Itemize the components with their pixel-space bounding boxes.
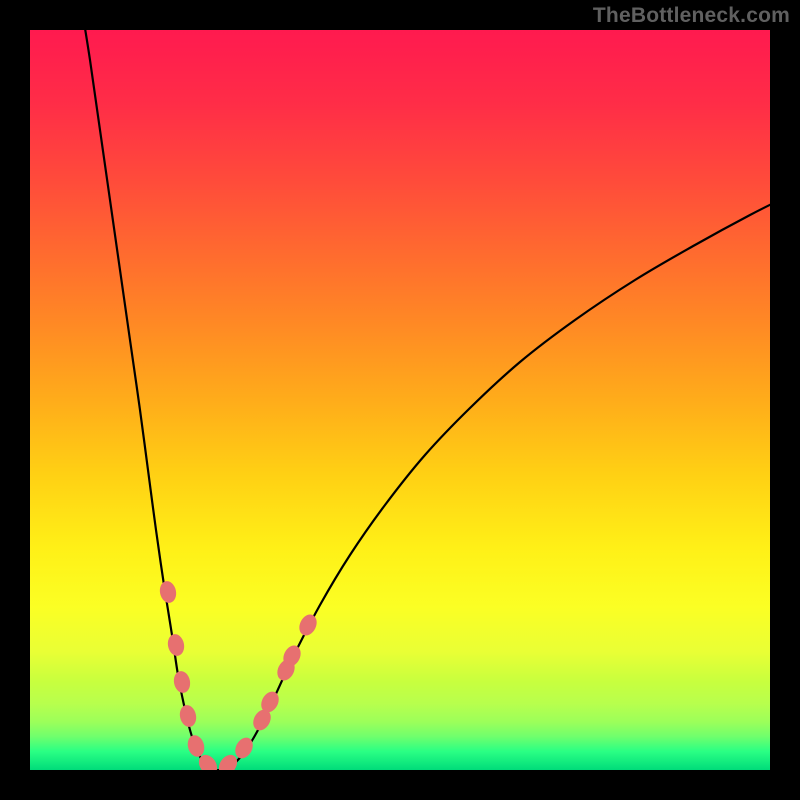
watermark-text: TheBottleneck.com [593, 4, 790, 28]
chart-svg [30, 30, 770, 770]
plot-area [30, 30, 770, 770]
gradient-background [30, 30, 770, 770]
